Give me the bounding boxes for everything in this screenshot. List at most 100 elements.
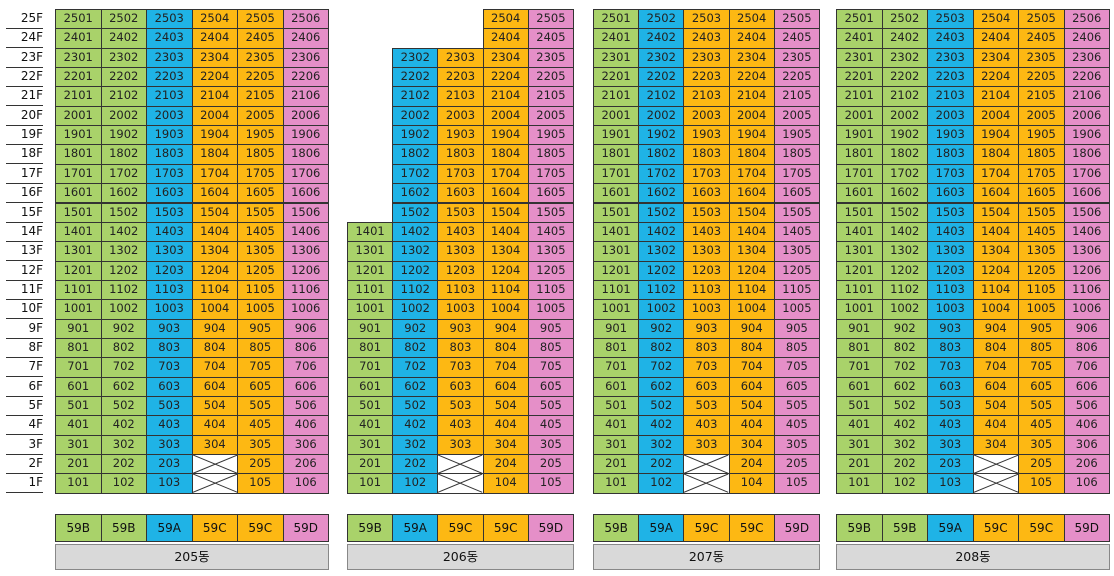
unit-cell: 506 xyxy=(1063,396,1110,417)
floor-label: 23F xyxy=(6,48,43,68)
unit-cell: 2204 xyxy=(728,67,775,88)
floor-label: 20F xyxy=(6,106,43,126)
unit-cell: 2502 xyxy=(100,9,147,30)
unit-cell: 1904 xyxy=(972,125,1019,146)
unit-cell: 502 xyxy=(392,396,439,417)
unit-cell: 2302 xyxy=(638,47,685,69)
unit-cell: 505 xyxy=(237,396,284,417)
unit-cell: 1206 xyxy=(1063,260,1110,281)
unit-cell: 1905 xyxy=(1018,125,1065,146)
unit-cell: 1604 xyxy=(728,183,775,204)
unit-cell: 2306 xyxy=(282,47,329,69)
type-legend-cell: 59B xyxy=(836,514,883,542)
unit-cell: 401 xyxy=(593,415,640,436)
unit-cell: 2004 xyxy=(728,105,775,127)
unit-cell: 2201 xyxy=(55,67,102,88)
unit-cell: 1405 xyxy=(527,221,574,243)
unit-cell: 101 xyxy=(55,473,102,494)
unit-cell: 505 xyxy=(1018,396,1065,417)
unit-cell: 2104 xyxy=(191,86,238,107)
unit-cell: 1605 xyxy=(773,183,820,204)
unit-cell: 2503 xyxy=(146,9,193,30)
type-legend-cell: 59B xyxy=(881,514,928,542)
unit-cell: 302 xyxy=(100,434,147,456)
unit-cell: 1303 xyxy=(437,241,484,262)
floor-label: 3F xyxy=(6,435,43,455)
unit-cell: 102 xyxy=(392,473,439,494)
unit-cell: 2404 xyxy=(728,28,775,49)
floor-label: 18F xyxy=(6,144,43,165)
unit-cell: 1903 xyxy=(927,125,974,146)
unit-cell: 301 xyxy=(836,434,883,456)
unit-cell: 202 xyxy=(392,454,439,475)
unit-cell: 804 xyxy=(191,337,238,359)
unit-cell: 2506 xyxy=(1063,9,1110,30)
unit-cell: 1805 xyxy=(1018,144,1065,165)
unit-cell: 1502 xyxy=(100,202,147,223)
unit-cell: 803 xyxy=(437,337,484,359)
unit-cell: 1902 xyxy=(881,125,928,146)
unit-cell: 1505 xyxy=(773,202,820,223)
unit-cell: 404 xyxy=(191,415,238,436)
unit-cell: 304 xyxy=(482,434,529,456)
unit-cell: 1803 xyxy=(437,144,484,165)
unit-cell: 2101 xyxy=(836,86,883,107)
unit-cell: 1502 xyxy=(881,202,928,223)
unit-cell: 305 xyxy=(1018,434,1065,456)
unit-cell: 704 xyxy=(728,357,775,378)
unit-cell: 705 xyxy=(237,357,284,378)
unit-cell: 1704 xyxy=(191,163,238,185)
unit-cell: 2405 xyxy=(1018,28,1065,49)
unit-cell: 1705 xyxy=(1018,163,1065,185)
unit-cell: 1405 xyxy=(1018,221,1065,243)
unit-cell: 905 xyxy=(237,318,284,339)
unit-cell: 1104 xyxy=(972,279,1019,301)
unit-cell: 902 xyxy=(881,318,928,339)
unit-cell: 2104 xyxy=(728,86,775,107)
unit-cell: 1406 xyxy=(282,221,329,243)
floor-label: 2F xyxy=(6,454,43,475)
unit-cell: 303 xyxy=(146,434,193,456)
floor-label: 6F xyxy=(6,377,43,397)
unit-cell: 2302 xyxy=(881,47,928,69)
unit-cell: 801 xyxy=(55,337,102,359)
unit-cell: 502 xyxy=(638,396,685,417)
unit-cell: 1106 xyxy=(282,279,329,301)
unit-cell: 1001 xyxy=(836,299,883,320)
unit-cell: 805 xyxy=(1018,337,1065,359)
unit-cell: 1704 xyxy=(728,163,775,185)
unit-cell: 1502 xyxy=(392,202,439,223)
unit-cell: 402 xyxy=(392,415,439,436)
unit-cell: 2005 xyxy=(527,105,574,127)
unit-cell: 2103 xyxy=(927,86,974,107)
cross-mark-icon xyxy=(973,455,1018,474)
unit-cell: 1102 xyxy=(392,279,439,301)
unit-cell: 1401 xyxy=(593,221,640,243)
unit-cell: 504 xyxy=(482,396,529,417)
unit-cell: 905 xyxy=(527,318,574,339)
unit-cell: 2005 xyxy=(773,105,820,127)
unit-cell: 1301 xyxy=(593,241,640,262)
unit-cell: 1605 xyxy=(1018,183,1065,204)
unit-cell: 2305 xyxy=(773,47,820,69)
unit-cell: 1905 xyxy=(527,125,574,146)
unit-cell: 1804 xyxy=(191,144,238,165)
type-legend-cell: 59C xyxy=(972,514,1019,542)
type-legend-cell: 59B xyxy=(55,514,102,542)
unit-cell: 2203 xyxy=(683,67,730,88)
unit-cell: 503 xyxy=(437,396,484,417)
unit-cell: 703 xyxy=(146,357,193,378)
unit-cell: 402 xyxy=(638,415,685,436)
unit-cell: 201 xyxy=(55,454,102,475)
unit-cell: 405 xyxy=(527,415,574,436)
unit-cell: 2104 xyxy=(972,86,1019,107)
unit-cell: 2305 xyxy=(1018,47,1065,69)
unit-cell: 106 xyxy=(282,473,329,494)
unit-cell: 1106 xyxy=(1063,279,1110,301)
unit-cell: 1403 xyxy=(683,221,730,243)
unit-cell: 605 xyxy=(1018,376,1065,397)
unit-cell: 205 xyxy=(527,454,574,475)
unit-cell: 2002 xyxy=(881,105,928,127)
unit-cell: 1103 xyxy=(437,279,484,301)
unit-cell: 1204 xyxy=(728,260,775,281)
